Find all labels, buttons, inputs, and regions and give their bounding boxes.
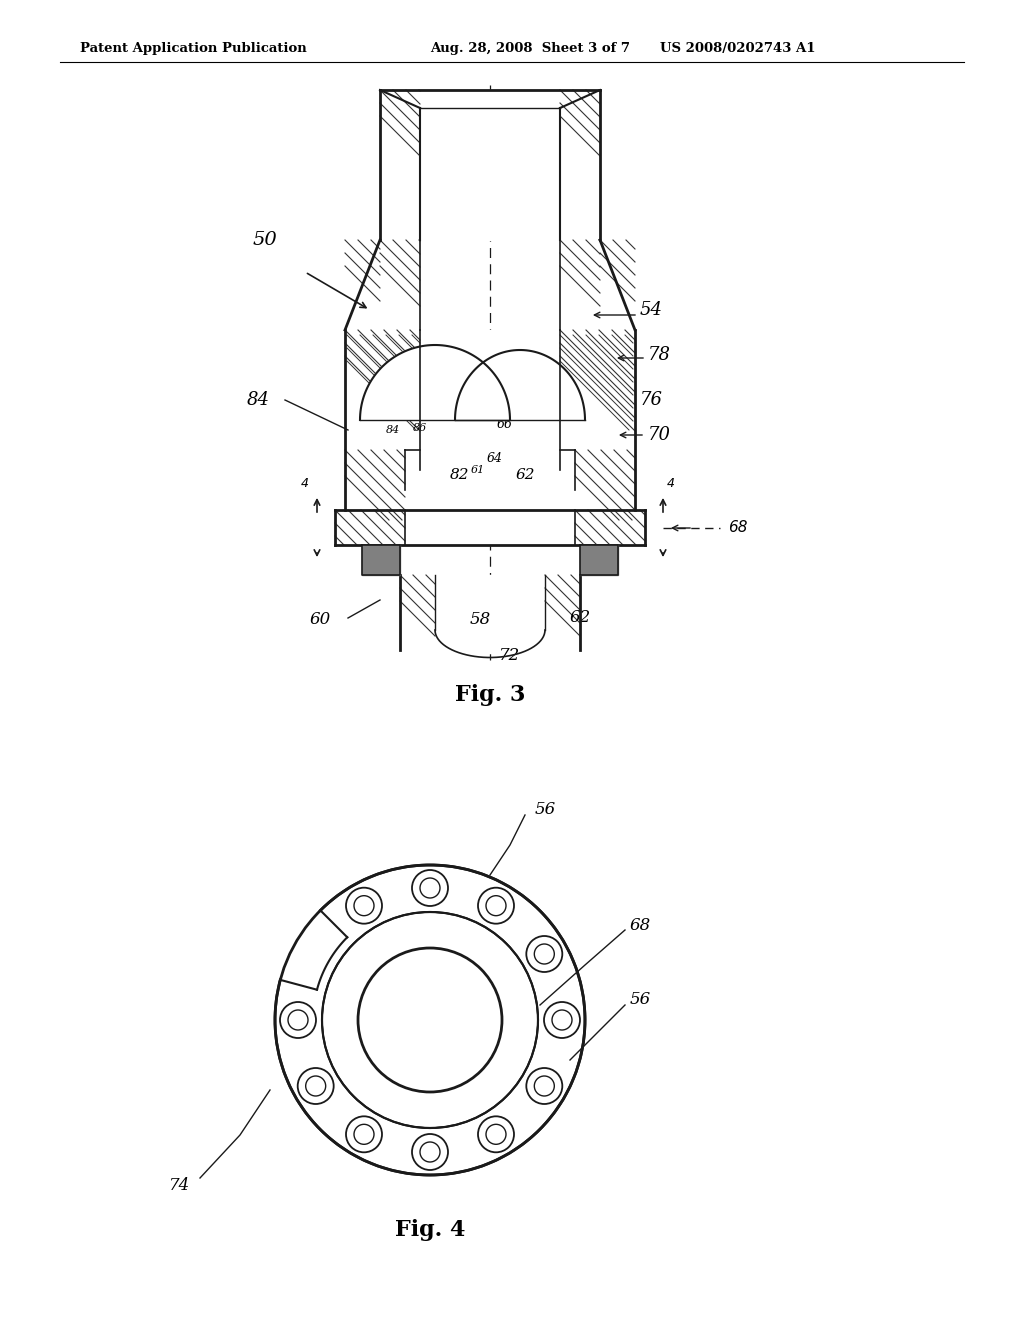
Text: 84: 84 bbox=[386, 425, 400, 436]
Text: US 2008/0202743 A1: US 2008/0202743 A1 bbox=[660, 42, 815, 55]
Text: 72: 72 bbox=[500, 647, 520, 664]
Text: 4: 4 bbox=[667, 477, 675, 490]
Text: 76: 76 bbox=[640, 391, 663, 409]
Text: Patent Application Publication: Patent Application Publication bbox=[80, 42, 307, 55]
Text: 61: 61 bbox=[471, 465, 485, 475]
Circle shape bbox=[478, 887, 514, 924]
Circle shape bbox=[544, 1002, 580, 1038]
Text: 68: 68 bbox=[630, 916, 651, 933]
Text: 56: 56 bbox=[535, 801, 556, 818]
Circle shape bbox=[420, 878, 440, 898]
Circle shape bbox=[275, 865, 585, 1175]
Text: 4: 4 bbox=[301, 477, 309, 490]
Circle shape bbox=[412, 870, 449, 906]
Text: 64: 64 bbox=[487, 451, 503, 465]
Circle shape bbox=[346, 887, 382, 924]
Text: 70: 70 bbox=[648, 426, 671, 444]
Text: 54: 54 bbox=[640, 301, 663, 319]
Polygon shape bbox=[360, 345, 510, 420]
Text: 62: 62 bbox=[569, 610, 591, 627]
Text: 66: 66 bbox=[497, 418, 513, 432]
Polygon shape bbox=[380, 90, 600, 240]
Circle shape bbox=[486, 1125, 506, 1144]
Polygon shape bbox=[345, 240, 380, 330]
Text: 82: 82 bbox=[451, 469, 470, 482]
Circle shape bbox=[552, 1010, 572, 1030]
Circle shape bbox=[280, 1002, 316, 1038]
Circle shape bbox=[486, 896, 506, 916]
Circle shape bbox=[322, 912, 538, 1129]
Text: 80: 80 bbox=[516, 378, 534, 392]
Polygon shape bbox=[400, 576, 580, 649]
Circle shape bbox=[354, 896, 374, 916]
Circle shape bbox=[354, 1125, 374, 1144]
Text: 58: 58 bbox=[469, 611, 490, 628]
Circle shape bbox=[535, 944, 554, 964]
Text: 62: 62 bbox=[515, 469, 535, 482]
Text: 68: 68 bbox=[728, 520, 748, 536]
Circle shape bbox=[526, 936, 562, 972]
Circle shape bbox=[358, 948, 502, 1092]
Circle shape bbox=[412, 1134, 449, 1170]
Text: 74: 74 bbox=[169, 1176, 190, 1193]
Circle shape bbox=[306, 1076, 326, 1096]
Circle shape bbox=[535, 1076, 554, 1096]
Polygon shape bbox=[580, 545, 618, 576]
Circle shape bbox=[526, 1068, 562, 1104]
Circle shape bbox=[298, 1068, 334, 1104]
Text: 86: 86 bbox=[413, 422, 427, 433]
Polygon shape bbox=[455, 350, 585, 420]
Circle shape bbox=[478, 1117, 514, 1152]
Text: 78: 78 bbox=[648, 346, 671, 364]
Circle shape bbox=[420, 1142, 440, 1162]
Text: 88: 88 bbox=[416, 383, 434, 397]
Text: 60: 60 bbox=[309, 611, 331, 628]
Polygon shape bbox=[362, 545, 400, 576]
Text: Aug. 28, 2008  Sheet 3 of 7: Aug. 28, 2008 Sheet 3 of 7 bbox=[430, 42, 630, 55]
Polygon shape bbox=[335, 510, 645, 545]
Text: Fig. 3: Fig. 3 bbox=[455, 684, 525, 706]
Text: 84: 84 bbox=[247, 391, 269, 409]
Circle shape bbox=[288, 1010, 308, 1030]
Circle shape bbox=[346, 1117, 382, 1152]
Text: Fig. 4: Fig. 4 bbox=[395, 1218, 465, 1241]
Text: 56: 56 bbox=[630, 991, 651, 1008]
Text: 50: 50 bbox=[253, 231, 278, 249]
Polygon shape bbox=[345, 330, 635, 510]
